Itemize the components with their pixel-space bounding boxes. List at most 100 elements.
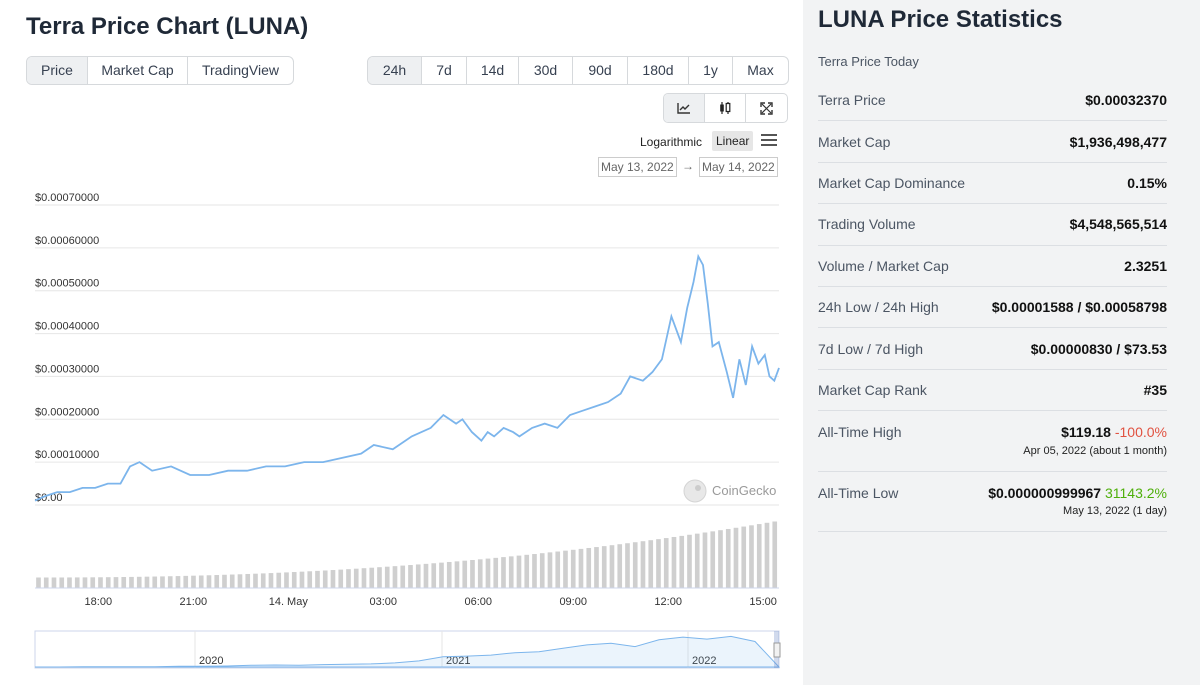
view-tabs: Price Market Cap TradingView — [26, 56, 294, 85]
y-tick-label: $0.00020000 — [35, 406, 99, 418]
tab-price[interactable]: Price — [27, 57, 88, 84]
date-from-input[interactable]: May 13, 2022 — [598, 157, 677, 177]
volume-bar — [307, 571, 313, 588]
range-1y[interactable]: 1y — [689, 57, 733, 84]
volume-bar — [749, 525, 754, 588]
stat-value: 2.3251 — [1124, 258, 1167, 274]
y-tick-label: $0.00070000 — [35, 192, 99, 204]
volume-bar — [144, 576, 150, 588]
volume-bar — [508, 556, 514, 588]
stat-value: $0.000000999967 31143.2% — [988, 485, 1167, 501]
watermark-text: CoinGecko — [712, 483, 776, 498]
range-30d[interactable]: 30d — [519, 57, 573, 84]
stats-title: LUNA Price Statistics — [818, 6, 1063, 33]
volume-bar — [446, 561, 452, 588]
range-24h[interactable]: 24h — [368, 57, 422, 84]
atl-price: $0.000000999967 — [988, 485, 1102, 501]
volume-bar — [431, 563, 437, 588]
volume-bar — [648, 540, 654, 588]
scale-linear[interactable]: Linear — [712, 131, 754, 151]
volume-bar — [694, 533, 700, 588]
volume-bar — [400, 565, 406, 588]
navigator: 2020 2021 2022 — [34, 630, 781, 669]
volume-bar — [369, 567, 375, 588]
stat-label: 7d Low / 7d High — [818, 341, 924, 357]
tab-market-cap[interactable]: Market Cap — [88, 57, 188, 84]
volume-bar — [136, 576, 142, 588]
y-tick-label: $0.00040000 — [35, 321, 99, 333]
y-tick-label: $0.00 — [35, 492, 63, 504]
stat-row-24h-low-high: 24h Low / 24h High $0.00001588 / $0.0005… — [818, 287, 1167, 328]
volume-bar — [82, 577, 88, 588]
volume-bar — [539, 553, 545, 588]
nav-year-2022: 2022 — [692, 655, 716, 667]
price-chart[interactable]: $0.00070000 $0.00060000 $0.00050000 $0.0004… — [0, 180, 800, 685]
navigator-line — [35, 635, 781, 668]
volume-bar — [570, 549, 576, 588]
volume-bar — [408, 565, 413, 588]
coingecko-watermark: CoinGecko — [683, 479, 776, 503]
volume-bar — [524, 554, 530, 588]
volume-bar — [772, 521, 778, 588]
stat-label: Market Cap Dominance — [818, 175, 966, 191]
volume-bar — [617, 544, 623, 588]
stat-row-terra-price: Terra Price $0.00032370 — [818, 78, 1167, 121]
range-max[interactable]: Max — [747, 62, 774, 78]
volume-bar — [656, 539, 661, 588]
volume-bar — [121, 577, 127, 588]
ath-price: $119.18 — [1061, 424, 1111, 440]
volume-bar — [191, 575, 196, 588]
volume-bar — [245, 573, 251, 588]
volume-bar — [415, 564, 421, 588]
volume-bar — [43, 577, 49, 588]
volume-bar — [384, 566, 390, 588]
x-tick-label: 15:00 — [749, 596, 777, 608]
x-tick-label: 03:00 — [369, 596, 397, 608]
y-tick-label: $0.00030000 — [35, 363, 99, 375]
grid-lines — [35, 204, 779, 506]
tab-tradingview[interactable]: TradingView — [201, 62, 280, 78]
volume-bar — [671, 536, 677, 588]
volume-bar — [687, 534, 692, 588]
volume-bar — [260, 573, 266, 588]
atl-date: May 13, 2022 (1 day) — [1063, 505, 1167, 517]
volume-bar — [532, 554, 537, 588]
range-180d[interactable]: 180d — [628, 57, 689, 84]
navigator-handle[interactable] — [773, 642, 781, 658]
range-14d[interactable]: 14d — [467, 57, 519, 84]
volume-bar — [160, 576, 165, 588]
x-tick-label: 09:00 — [559, 596, 587, 608]
volume-bar — [206, 575, 212, 588]
hamburger-menu-icon[interactable] — [761, 133, 777, 152]
page-title: Terra Price Chart (LUNA) — [26, 13, 309, 40]
atl-change: 31143.2% — [1104, 485, 1167, 501]
candlestick-icon[interactable] — [705, 94, 746, 122]
volume-bar — [291, 572, 297, 588]
fullscreen-icon[interactable] — [746, 94, 787, 122]
stat-value: $0.00001588 / $0.00058798 — [991, 299, 1167, 315]
volume-bar — [609, 545, 615, 588]
volume-bar — [214, 575, 220, 588]
range-90d[interactable]: 90d — [573, 57, 628, 84]
y-tick-label: $0.00010000 — [35, 449, 99, 461]
volume-bar — [702, 532, 708, 588]
volume-bar — [353, 568, 359, 588]
stats-subtitle: Terra Price Today — [818, 54, 919, 69]
volume-bar — [98, 577, 103, 588]
range-7d[interactable]: 7d — [422, 57, 467, 84]
volume-bar — [501, 557, 506, 588]
volume-bar — [198, 575, 204, 588]
volume-bars — [35, 521, 779, 589]
volume-bar — [547, 552, 553, 588]
volume-bar — [105, 577, 111, 588]
scale-logarithmic[interactable]: Logarithmic — [640, 135, 703, 149]
volume-bar — [276, 572, 282, 588]
volume-bar — [632, 542, 638, 588]
line-chart-icon[interactable] — [664, 94, 705, 122]
x-tick-label: 14. May — [269, 596, 309, 608]
volume-bar — [36, 577, 41, 588]
date-to-input[interactable]: May 14, 2022 — [699, 157, 778, 177]
volume-bar — [222, 574, 227, 588]
stat-value: $0.00000830 / $73.53 — [1030, 341, 1167, 357]
stat-value: $4,548,565,514 — [1069, 216, 1167, 232]
